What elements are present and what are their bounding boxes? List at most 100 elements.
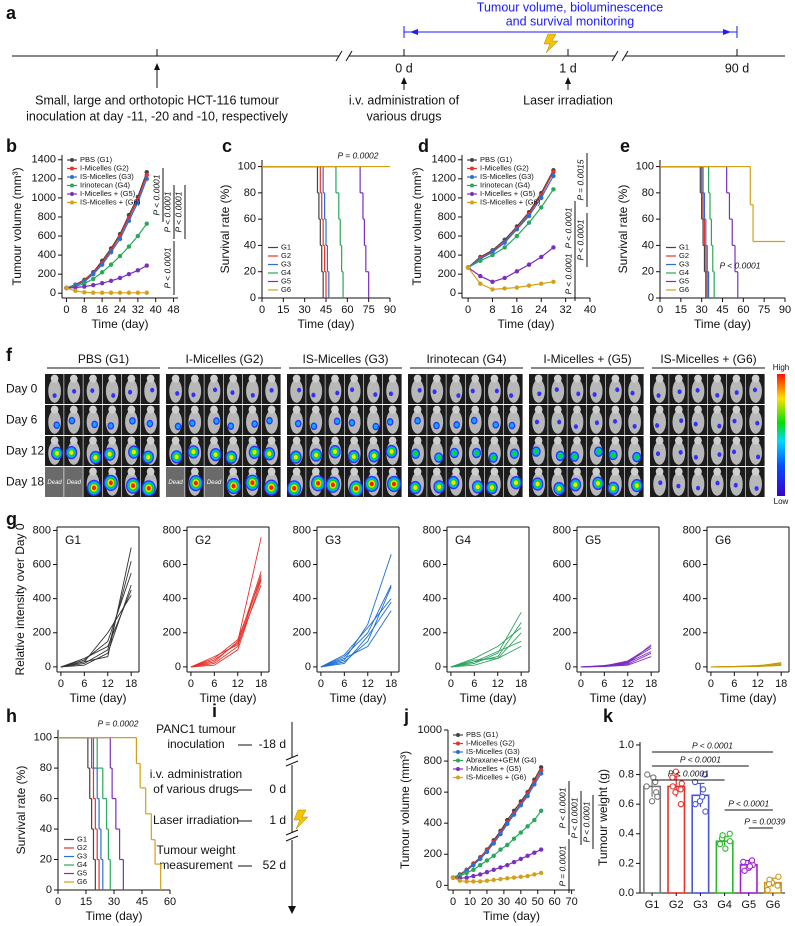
legend-label: IS-Micelles (G3) <box>80 172 134 181</box>
x-tick-label: 24 <box>535 304 547 316</box>
mouse <box>432 405 441 414</box>
mouse <box>413 405 422 414</box>
mouse <box>672 410 686 434</box>
signal <box>717 452 722 457</box>
y-tick-label: 600 <box>423 558 441 570</box>
y-tick-label: 60 <box>244 213 256 225</box>
y-tick-label: 0 <box>305 661 311 673</box>
y-tick-label: 100 <box>34 732 52 744</box>
signal <box>611 452 616 458</box>
y-tick-label: 0 <box>695 661 701 673</box>
panel-title: G6 <box>715 533 731 547</box>
mouse <box>611 374 620 383</box>
p-value: P < 0.0001 <box>563 253 573 294</box>
group-label: IS-Micelles (G3) <box>302 352 388 366</box>
x-tick-label: 18 <box>775 678 787 690</box>
x-tick-label: 8 <box>489 304 495 316</box>
sample-point <box>650 774 657 781</box>
x-tick-label: 75 <box>758 304 770 316</box>
legend-label: I-Micelles (G2) <box>80 163 129 172</box>
sample-point <box>691 778 699 786</box>
legend-label: G1 <box>281 242 291 251</box>
x-tick-label: 70 <box>565 896 577 908</box>
mouse <box>430 379 444 403</box>
panel-letter: a <box>6 3 17 23</box>
series-line <box>60 594 132 668</box>
axis-break <box>286 832 298 840</box>
data-point <box>551 187 556 192</box>
mouse <box>188 379 202 403</box>
mouse <box>732 467 741 476</box>
mouse <box>369 374 378 383</box>
panel-title: G1 <box>65 533 81 547</box>
mouse <box>388 436 397 445</box>
mouse <box>210 405 218 414</box>
legend-marker <box>470 192 474 196</box>
y-tick-label: 600 <box>424 786 442 798</box>
legend-marker <box>70 192 74 196</box>
y-tick-label: 600 <box>293 558 311 570</box>
mouse <box>171 374 180 383</box>
signal <box>250 480 255 486</box>
signal <box>90 388 95 393</box>
mouse <box>388 467 397 476</box>
signal <box>472 418 477 423</box>
sample-point <box>696 798 704 805</box>
signal <box>573 482 578 488</box>
event-text: Small, large and orthotopic HCT-116 tumo… <box>35 93 279 107</box>
signal <box>452 450 457 456</box>
series-line <box>190 579 262 668</box>
mouse <box>611 467 620 476</box>
legend-label: PBS (G1) <box>466 730 499 739</box>
series-line <box>320 598 392 668</box>
monitoring-text: Tumour volume, bioluminescence <box>477 0 663 14</box>
signal <box>417 387 422 393</box>
data-point <box>490 279 495 284</box>
mouse <box>248 436 257 445</box>
series-line <box>320 610 392 668</box>
series-line <box>190 537 262 668</box>
data-point <box>525 853 530 859</box>
y-tick-label: 200 <box>423 627 441 639</box>
data-point <box>117 275 123 281</box>
mouse <box>749 441 762 465</box>
mouse <box>713 374 722 383</box>
data-point <box>144 176 149 182</box>
x-tick-label: G3 <box>693 899 708 911</box>
mouse <box>694 436 702 445</box>
x-tick-label: 0 <box>448 678 454 690</box>
mouse <box>369 405 378 414</box>
signal <box>388 419 393 425</box>
mouse <box>570 379 584 403</box>
data-point <box>457 878 463 883</box>
x-tick-label: 0 <box>63 304 69 316</box>
mouse <box>246 379 259 403</box>
mouse <box>413 374 422 383</box>
mouse <box>226 410 240 434</box>
axis-break <box>615 50 625 62</box>
mouse <box>350 467 359 476</box>
mouse <box>710 410 724 434</box>
sample-point <box>692 801 699 808</box>
signal <box>494 388 499 394</box>
x-tick-label: 12 <box>232 678 244 690</box>
mouse <box>609 379 622 403</box>
y-tick-label: 600 <box>683 558 701 570</box>
mouse <box>127 374 136 383</box>
legend-label: I-Micelles + (G5) <box>466 764 522 773</box>
data-point <box>135 268 141 273</box>
data-point <box>64 285 69 291</box>
mouse <box>347 379 361 403</box>
mouse <box>732 374 741 383</box>
signal <box>596 449 601 455</box>
mouse <box>694 405 702 414</box>
signal <box>330 482 335 488</box>
signal <box>413 485 418 490</box>
legend-label: G2 <box>281 251 291 260</box>
mouse <box>674 467 683 476</box>
data-point <box>91 282 96 288</box>
signal <box>493 422 498 428</box>
mouse <box>386 379 399 403</box>
mouse <box>50 374 59 383</box>
series-line <box>452 810 542 879</box>
